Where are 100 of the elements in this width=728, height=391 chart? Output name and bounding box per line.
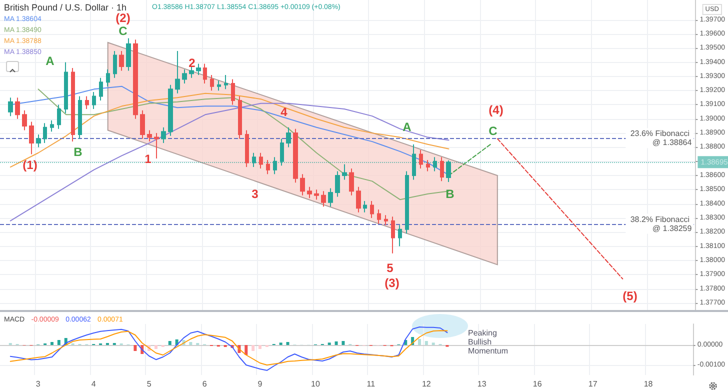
- candlestick: [363, 200, 367, 213]
- candlestick: [440, 156, 444, 182]
- candlestick: [43, 122, 47, 144]
- annotation: Peaking Bullish Momentum: [468, 328, 508, 356]
- x-tick-label: 11: [366, 380, 376, 388]
- x-tick-label: 6: [202, 380, 208, 388]
- x-tick-label: 13: [477, 380, 487, 388]
- chart-title: British Pound / U.S. Dollar · 1h: [4, 2, 127, 12]
- candlestick: [147, 130, 152, 142]
- x-tick-label: 5: [146, 380, 152, 388]
- annotation: A: [46, 54, 55, 68]
- x-tick-label: 17: [588, 380, 598, 388]
- candlestick: [245, 130, 249, 168]
- annotation: 1: [144, 152, 152, 166]
- candlestick: [15, 97, 20, 120]
- candlestick: [210, 74, 214, 92]
- bar: [252, 345, 255, 351]
- candlestick: [119, 50, 124, 72]
- bar: [286, 342, 290, 345]
- x-tick-label: 9: [258, 380, 263, 388]
- bar: [154, 345, 158, 349]
- candlestick: [412, 144, 416, 180]
- candlestick: [203, 63, 207, 84]
- candlestick: [335, 170, 340, 198]
- candlestick: [231, 78, 235, 106]
- candlestick: [280, 138, 284, 166]
- annotation: C: [118, 24, 128, 38]
- bar: [334, 341, 338, 345]
- candlestick: [238, 96, 242, 140]
- candlestick: [405, 170, 409, 234]
- candlestick: [377, 209, 381, 224]
- candlestick: [113, 50, 117, 78]
- line-series: [10, 326, 448, 371]
- candlestick: [266, 159, 270, 175]
- annotation: C: [488, 124, 498, 138]
- candlestick: [356, 186, 361, 213]
- candlestick: [300, 174, 305, 196]
- candlestick: [307, 186, 312, 199]
- annotation: (5): [622, 289, 638, 303]
- x-tick-label: 4: [91, 380, 96, 388]
- candlestick: [57, 104, 61, 130]
- candlestick: [182, 68, 187, 84]
- annotation: 5: [386, 261, 394, 275]
- candlestick: [99, 77, 103, 101]
- annotation: (4): [488, 103, 504, 117]
- candlestick: [189, 66, 194, 78]
- candlestick: [446, 160, 451, 183]
- candlestick: [342, 164, 347, 180]
- candlestick: [154, 132, 159, 160]
- candlestick: [29, 121, 34, 155]
- annotation: (3): [384, 276, 400, 290]
- candlestick: [224, 74, 228, 90]
- candlestick: [175, 50, 180, 94]
- bar: [57, 340, 60, 345]
- bar: [168, 341, 172, 345]
- candlestick: [426, 159, 430, 172]
- ref-line-label: 23.6% Fibonacci @ 1.38864: [630, 129, 692, 148]
- candlestick: [126, 38, 131, 72]
- candlestick: [36, 134, 41, 148]
- candlestick: [133, 39, 138, 120]
- candlestick: [384, 214, 388, 226]
- annotation: A: [402, 120, 412, 134]
- candlestick: [168, 84, 173, 136]
- candlestick: [321, 190, 326, 208]
- candlestick: [22, 110, 27, 131]
- x-tick-label: 3: [36, 380, 41, 388]
- candlestick: [71, 67, 75, 142]
- candlestick: [8, 97, 13, 117]
- candlestick: [217, 80, 221, 92]
- bar: [244, 345, 248, 355]
- x-tick-label: 10: [311, 380, 320, 388]
- candlestick: [85, 96, 89, 110]
- annotation: B: [74, 145, 83, 159]
- candlestick: [391, 216, 395, 254]
- bar: [342, 341, 345, 345]
- bar: [134, 345, 137, 351]
- candlestick: [314, 189, 319, 200]
- candlestick: [140, 110, 145, 140]
- candlestick: [50, 120, 54, 132]
- bar: [258, 345, 262, 349]
- bar: [424, 341, 428, 345]
- candlestick: [106, 68, 110, 87]
- candlestick: [259, 152, 263, 169]
- candlestick: [433, 156, 437, 172]
- candlestick: [78, 96, 82, 140]
- line-series: [10, 330, 448, 366]
- bar: [189, 342, 192, 345]
- candlestick: [196, 63, 201, 76]
- annotation: (1): [22, 158, 38, 172]
- ref-line-label: 38.2% Fibonacci @ 1.38259: [630, 214, 692, 233]
- bar: [50, 342, 54, 345]
- bar: [418, 339, 421, 345]
- candlestick: [161, 126, 166, 144]
- annotation: 3: [252, 187, 259, 201]
- candlestick: [286, 126, 291, 148]
- candlestick: [252, 152, 256, 168]
- candlestick: [398, 224, 402, 247]
- x-tick-label: 16: [532, 380, 542, 388]
- candlestick: [64, 62, 68, 114]
- candlestick: [273, 156, 277, 175]
